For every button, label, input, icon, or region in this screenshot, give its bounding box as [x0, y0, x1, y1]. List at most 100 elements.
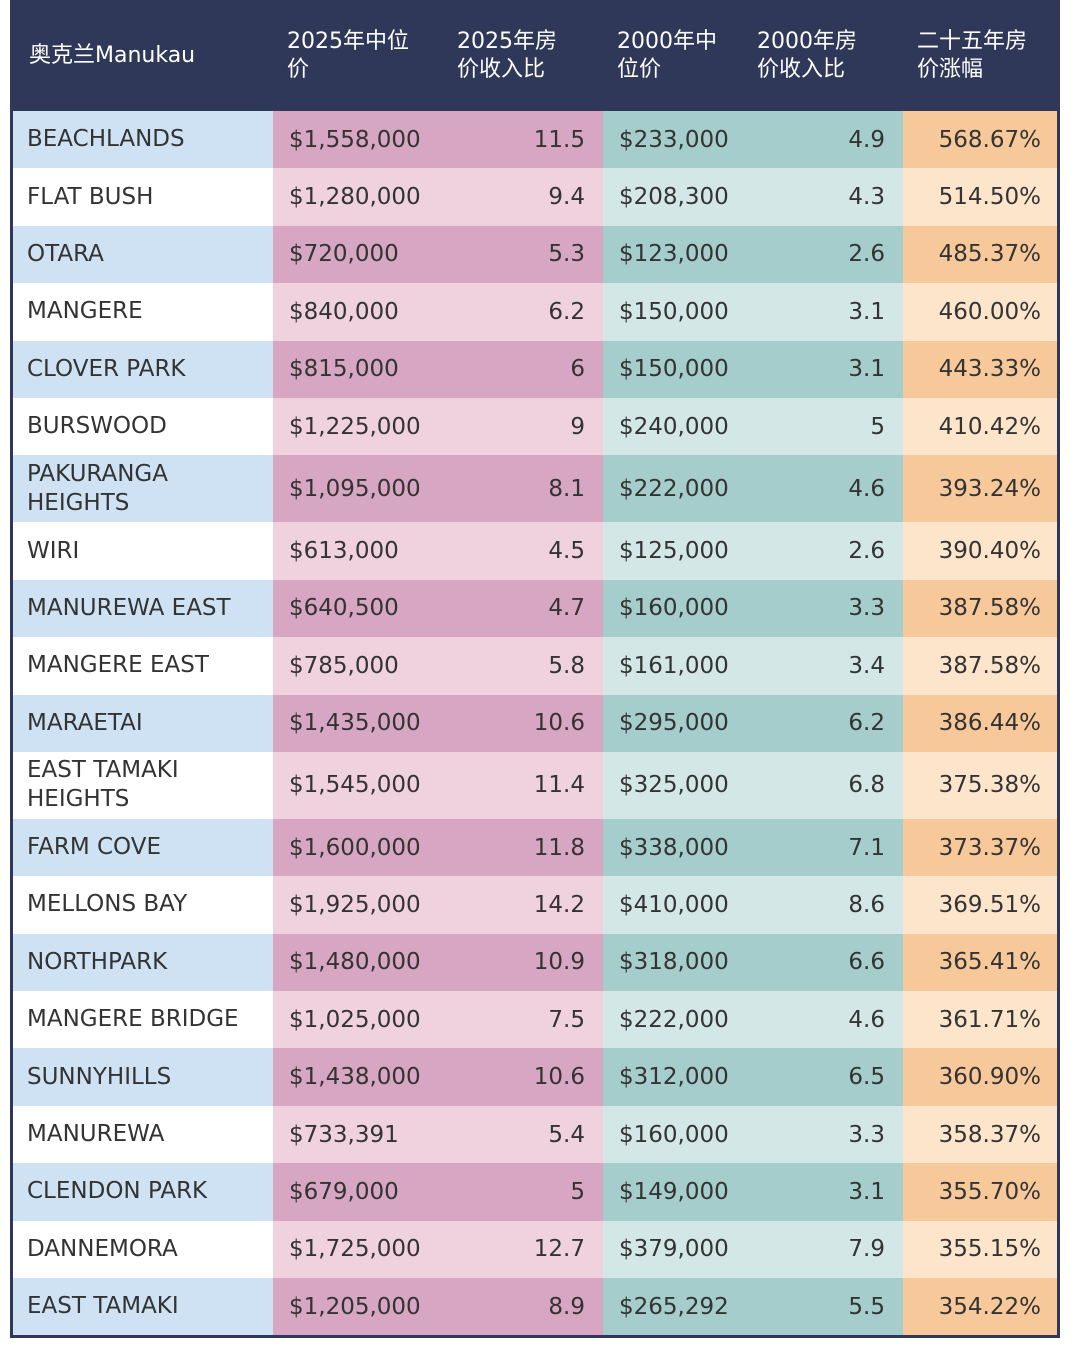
ratio-2000-cell: 7.9 [743, 1220, 903, 1279]
header-ratio-2025-line: 2025年房 [457, 28, 557, 54]
header-median-2025-line: 2025年中位 [287, 28, 409, 54]
ratio-2025-cell: 9.4 [443, 168, 603, 226]
median-2025-cell: $1,205,000 [273, 1278, 443, 1336]
ratio-2000-cell: 4.6 [743, 455, 903, 523]
header-growth-line: 价涨幅 [917, 56, 984, 82]
table-row: FARM COVE $1,600,000 11.8 $338,000 7.1 373.37… [13, 818, 1057, 877]
area-name-cell: SUNNYHILLS [13, 1048, 273, 1106]
median-2025-cell: $785,000 [273, 637, 443, 695]
median-2025-cell: $1,600,000 [273, 818, 443, 877]
growth-cell: 568.67% [903, 111, 1057, 169]
ratio-2025-cell: 4.5 [443, 522, 603, 580]
median-2000-cell: $233,000 [603, 111, 743, 169]
table-row: MELLONS BAY $1,925,000 14.2 $410,000 8.6 369.… [13, 876, 1057, 934]
ratio-2025-cell: 6 [443, 340, 603, 398]
price-table: 奥克兰Manukau 2025年中位价 2025年房 价收入比 2000年中 位价 2000… [13, 0, 1057, 1336]
median-2025-cell: $1,545,000 [273, 751, 443, 819]
growth-cell: 390.40% [903, 522, 1057, 580]
table-row: MANUREWA $733,391 5.4 $160,000 3.3 358.37% [13, 1105, 1057, 1164]
median-2000-cell: $410,000 [603, 876, 743, 934]
median-2025-cell: $1,280,000 [273, 168, 443, 226]
table-row: MANUREWA EAST $640,500 4.7 $160,000 3.3 387.5… [13, 579, 1057, 638]
ratio-2025-cell: 9 [443, 397, 603, 456]
median-2025-cell: $733,391 [273, 1105, 443, 1164]
header-growth-line: 二十五年房 [917, 28, 1028, 54]
ratio-2000-cell: 4.9 [743, 111, 903, 169]
ratio-2025-cell: 11.4 [443, 751, 603, 819]
header-median-2000-line: 位价 [617, 56, 662, 82]
median-2000-cell: $318,000 [603, 933, 743, 992]
area-name-cell: FARM COVE [13, 818, 273, 877]
ratio-2000-cell: 3.3 [743, 579, 903, 638]
median-2025-cell: $815,000 [273, 340, 443, 398]
median-2025-cell: $1,480,000 [273, 933, 443, 992]
ratio-2000-cell: 3.1 [743, 1163, 903, 1221]
growth-cell: 365.41% [903, 933, 1057, 992]
growth-cell: 387.58% [903, 579, 1057, 638]
ratio-2000-cell: 6.8 [743, 751, 903, 819]
ratio-2000-cell: 5 [743, 397, 903, 456]
ratio-2000-cell: 6.2 [743, 694, 903, 752]
ratio-2025-cell: 10.6 [443, 694, 603, 752]
table-row: WIRI $613,000 4.5 $125,000 2.6 390.40% [13, 522, 1057, 580]
table-row: MANGERE EAST $785,000 5.8 $161,000 3.4 387.58… [13, 637, 1057, 695]
table-row: PAKURANGA HEIGHTS $1,095,000 8.1 $222,000 4.… [13, 455, 1057, 523]
ratio-2000-cell: 8.6 [743, 876, 903, 934]
ratio-2025-cell: 8.9 [443, 1278, 603, 1336]
growth-cell: 514.50% [903, 168, 1057, 226]
median-2025-cell: $840,000 [273, 283, 443, 341]
growth-cell: 387.58% [903, 637, 1057, 695]
area-name-cell: NORTHPARK [13, 933, 273, 992]
median-2025-cell: $1,725,000 [273, 1220, 443, 1279]
ratio-2025-cell: 11.8 [443, 818, 603, 877]
growth-cell: 361.71% [903, 991, 1057, 1049]
median-2025-cell: $613,000 [273, 522, 443, 580]
table-row: OTARA $720,000 5.3 $123,000 2.6 485.37% [13, 225, 1057, 284]
median-2000-cell: $338,000 [603, 818, 743, 877]
median-2000-cell: $222,000 [603, 455, 743, 523]
ratio-2025-cell: 5.3 [443, 225, 603, 284]
ratio-2025-cell: 8.1 [443, 455, 603, 523]
median-2025-cell: $1,095,000 [273, 455, 443, 523]
table-row: BEACHLANDS $1,558,000 11.5 $233,000 4.9 568.6… [13, 111, 1057, 169]
header-median-2025-line: 价 [287, 56, 310, 82]
area-name-cell: BEACHLANDS [13, 111, 273, 169]
ratio-2025-cell: 5.4 [443, 1105, 603, 1164]
growth-cell: 373.37% [903, 818, 1057, 877]
table-row: BURSWOOD $1,225,000 9 $240,000 5 410.42% [13, 397, 1057, 456]
median-2000-cell: $160,000 [603, 1105, 743, 1164]
growth-cell: 354.22% [903, 1278, 1057, 1336]
area-name-cell: PAKURANGA HEIGHTS [13, 455, 273, 523]
ratio-2000-cell: 6.6 [743, 933, 903, 992]
median-2000-cell: $150,000 [603, 340, 743, 398]
ratio-2000-cell: 2.6 [743, 225, 903, 284]
median-2025-cell: $640,500 [273, 579, 443, 638]
header-ratio-2025: 2025年房 价收入比 [443, 0, 603, 111]
area-name-cell: MELLONS BAY [13, 876, 273, 934]
median-2025-cell: $1,558,000 [273, 111, 443, 169]
ratio-2025-cell: 11.5 [443, 111, 603, 169]
median-2025-cell: $1,025,000 [273, 991, 443, 1049]
table-row: MARAETAI $1,435,000 10.6 $295,000 6.2 386.44% [13, 694, 1057, 752]
ratio-2000-cell: 6.5 [743, 1048, 903, 1106]
header-ratio-2000: 2000年房 价收入比 [743, 0, 903, 111]
header-median-2000: 2000年中 位价 [603, 0, 743, 111]
area-name-cell: EAST TAMAKI HEIGHTS [13, 751, 273, 819]
median-2000-cell: $125,000 [603, 522, 743, 580]
ratio-2025-cell: 6.2 [443, 283, 603, 341]
area-name-cell: BURSWOOD [13, 397, 273, 456]
median-2000-cell: $123,000 [603, 225, 743, 284]
header-median-2000-line: 2000年中 [617, 28, 717, 54]
area-name-cell: FLAT BUSH [13, 168, 273, 226]
growth-cell: 410.42% [903, 397, 1057, 456]
header-ratio-2025-line: 价收入比 [457, 56, 546, 82]
median-2025-cell: $679,000 [273, 1163, 443, 1221]
table-row: CLOVER PARK $815,000 6 $150,000 3.1 443.33% [13, 340, 1057, 398]
median-2000-cell: $150,000 [603, 283, 743, 341]
ratio-2000-cell: 4.6 [743, 991, 903, 1049]
header-ratio-2000-line: 2000年房 [757, 28, 857, 54]
ratio-2000-cell: 7.1 [743, 818, 903, 877]
growth-cell: 358.37% [903, 1105, 1057, 1164]
ratio-2000-cell: 3.1 [743, 283, 903, 341]
area-name-cell: WIRI [13, 522, 273, 580]
